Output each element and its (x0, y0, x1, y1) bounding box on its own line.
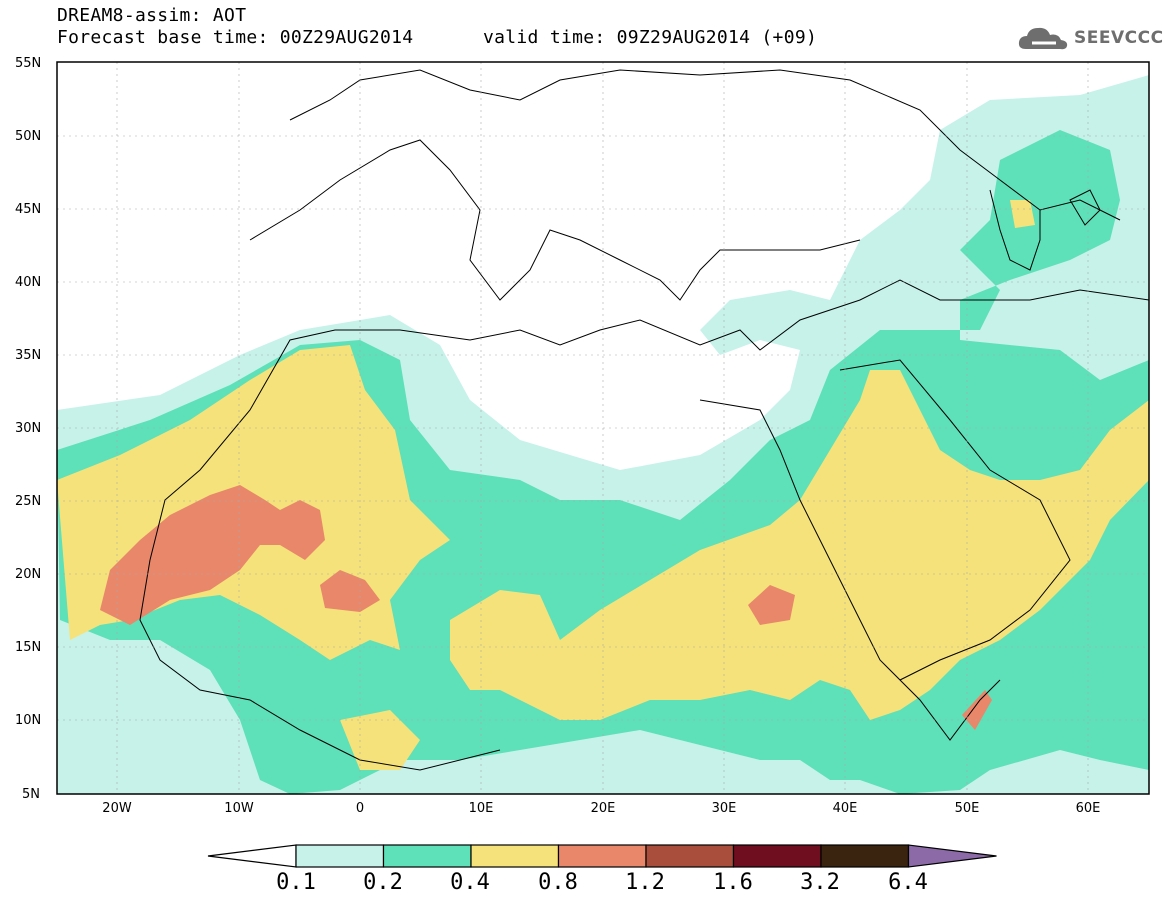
lon-tick-label: 40E (833, 801, 858, 816)
forecast-base-time: Forecast base time: 00Z29AUG2014 (57, 27, 414, 48)
colorbar-segment (645, 844, 735, 868)
lat-tick-label: 10N (15, 713, 41, 728)
aot-region-0.4 (340, 710, 420, 770)
colorbar-label: 0.2 (363, 870, 403, 895)
lon-tick-label: 20E (591, 801, 616, 816)
lat-tick-label: 15N (15, 640, 41, 655)
map-frame (56, 61, 1150, 795)
logo-text: SEEVCCC (1074, 28, 1164, 48)
colorbar-min-arrow (207, 844, 297, 868)
graticule (57, 62, 1149, 794)
lon-tick-label: 20W (102, 801, 132, 816)
lat-tick-label: 35N (15, 348, 41, 363)
colorbar-segment (820, 844, 910, 868)
lat-tick-label: 20N (15, 567, 41, 582)
lon-tick-label: 30E (712, 801, 737, 816)
colorbar-segment (382, 844, 472, 868)
aot-region-0.8 (320, 570, 380, 612)
seevccc-logo: SEEVCCC (1016, 22, 1164, 54)
lon-axis: 20W 10W 0 10E 20E 30E 40E 50E 60E (102, 801, 1100, 816)
aot-region-0.4 (1010, 200, 1035, 228)
colorbar-segment (557, 844, 647, 868)
lat-axis: 55N 50N 45N 40N 35N 30N 25N 20N 15N 10N … (15, 56, 41, 802)
colorbar-label: 3.2 (800, 870, 840, 895)
colorbar-segment (295, 844, 385, 868)
lon-tick-label: 10W (224, 801, 254, 816)
lat-tick-label: 40N (15, 275, 41, 290)
map-title: DREAM8-assim: AOT (57, 5, 247, 26)
colorbar (207, 844, 997, 868)
lat-tick-label: 50N (15, 129, 41, 144)
colorbar-segment (732, 844, 822, 868)
colorbar-label: 1.2 (625, 870, 665, 895)
lat-tick-label: 45N (15, 202, 41, 217)
lat-tick-label: 55N (15, 56, 41, 71)
lat-tick-label: 5N (22, 787, 40, 802)
aot-region-0.8 (748, 585, 795, 625)
cloud-icon (1018, 27, 1068, 50)
colorbar-label: 6.4 (888, 870, 928, 895)
colorbar-max-arrow (907, 844, 997, 868)
coastlines (139, 69, 1149, 771)
lat-tick-label: 30N (15, 421, 41, 436)
colorbar-label: 0.8 (538, 870, 578, 895)
valid-time: valid time: 09Z29AUG2014 (+09) (483, 27, 818, 48)
colorbar-label: 0.4 (450, 870, 490, 895)
colorbar-label: 1.6 (713, 870, 753, 895)
aot-region-0.4 (450, 370, 1149, 720)
colorbar-label: 0.1 (276, 870, 316, 895)
lon-tick-label: 50E (955, 801, 980, 816)
lon-tick-label: 0 (356, 801, 364, 816)
lat-tick-label: 25N (15, 494, 41, 509)
colorbar-segment (470, 844, 560, 868)
lon-tick-label: 60E (1076, 801, 1101, 816)
lon-tick-label: 10E (469, 801, 494, 816)
aot-region-0.8 (100, 485, 325, 625)
